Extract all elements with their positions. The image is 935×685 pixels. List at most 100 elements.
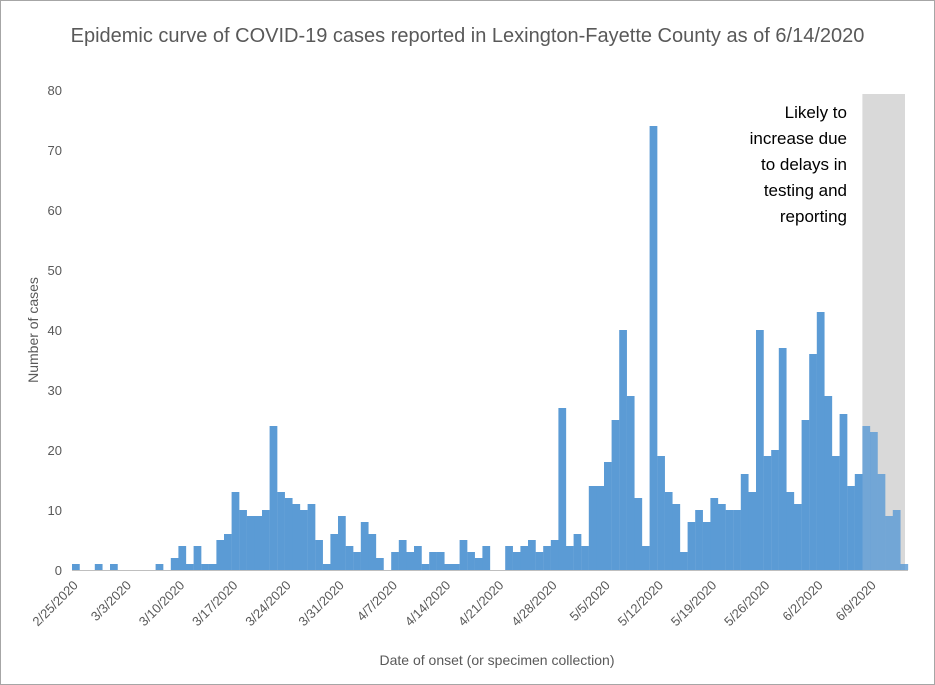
bar [467,552,475,570]
y-tick-label: 40 [48,323,62,338]
x-tick-label: 3/17/2020 [189,578,241,630]
bar [771,450,779,570]
bar [155,564,164,570]
bar [186,564,194,570]
bar [429,552,437,570]
bar [94,564,103,570]
bar [231,492,240,570]
bar [824,396,833,570]
bar [284,498,293,570]
bar [588,486,597,570]
bar [262,510,270,570]
bar [528,540,536,570]
bar [421,564,430,570]
bar [885,516,893,570]
bar [642,546,650,570]
bar [596,486,605,570]
bar [718,504,726,570]
x-tick-label: 5/5/2020 [567,578,613,624]
x-tick-label: 2/25/2020 [29,578,81,630]
y-tick-label: 0 [55,563,62,578]
bar [786,492,795,570]
x-tick-label: 4/14/2020 [402,578,454,630]
x-tick-label: 5/19/2020 [668,578,720,630]
bar [353,552,361,570]
bar [634,498,643,570]
bar [292,504,301,570]
bar [573,534,582,570]
bar [733,510,741,570]
bar [763,456,772,570]
bar [862,426,871,570]
annotation-line: to delays in [761,155,847,174]
x-tick-label: 6/9/2020 [833,578,879,624]
shaded-region-annotation: Likely to increase due to delays in test… [745,100,847,230]
bar [550,540,559,570]
bar [239,510,247,570]
bar [581,546,589,570]
bar [452,564,460,570]
bar [482,546,491,570]
bar [459,540,468,570]
bar [832,456,840,570]
x-tick-label: 5/12/2020 [615,578,667,630]
bar [664,492,673,570]
bar [748,492,757,570]
bar [505,546,513,570]
bar [444,564,453,570]
bar [368,534,377,570]
bar [816,312,825,570]
bar [900,564,909,570]
bar [695,510,703,570]
bar [193,546,202,570]
y-tick-label: 10 [48,503,62,518]
bar [315,540,323,570]
y-tick-label: 30 [48,383,62,398]
y-tick-label: 70 [48,143,62,158]
bar [360,522,369,570]
bar [246,516,255,570]
annotation-line: reporting [779,207,847,226]
y-tick-label: 80 [48,83,62,98]
bar [72,564,80,570]
bar [414,546,422,570]
y-tick-label: 60 [48,203,62,218]
bar [391,552,399,570]
bar [543,546,551,570]
bar [611,420,620,570]
bar [756,330,764,570]
bar [687,522,696,570]
bar [277,492,285,570]
annotation-line: Likely to [784,103,847,122]
bar [809,354,817,570]
bar [680,552,688,570]
bar [778,348,787,570]
bar [178,546,187,570]
bar [300,510,308,570]
y-tick-label: 50 [48,263,62,278]
bar [338,516,346,570]
bar [847,486,855,570]
bar [398,540,407,570]
bar [672,504,681,570]
bar [520,546,529,570]
bar [892,510,901,570]
bars-layer [72,126,909,570]
x-tick-label: 6/2/2020 [779,578,825,624]
bar [376,558,384,570]
bar [649,126,658,570]
bar [170,558,179,570]
bar [512,552,521,570]
bar [406,552,415,570]
bar [436,552,445,570]
bar [330,534,339,570]
bar [854,474,863,570]
bar [725,510,734,570]
x-tick-label: 4/28/2020 [508,578,560,630]
bar [870,432,878,570]
bar [619,330,627,570]
bar [535,552,544,570]
bar [307,504,316,570]
x-tick-label: 5/26/2020 [721,578,773,630]
